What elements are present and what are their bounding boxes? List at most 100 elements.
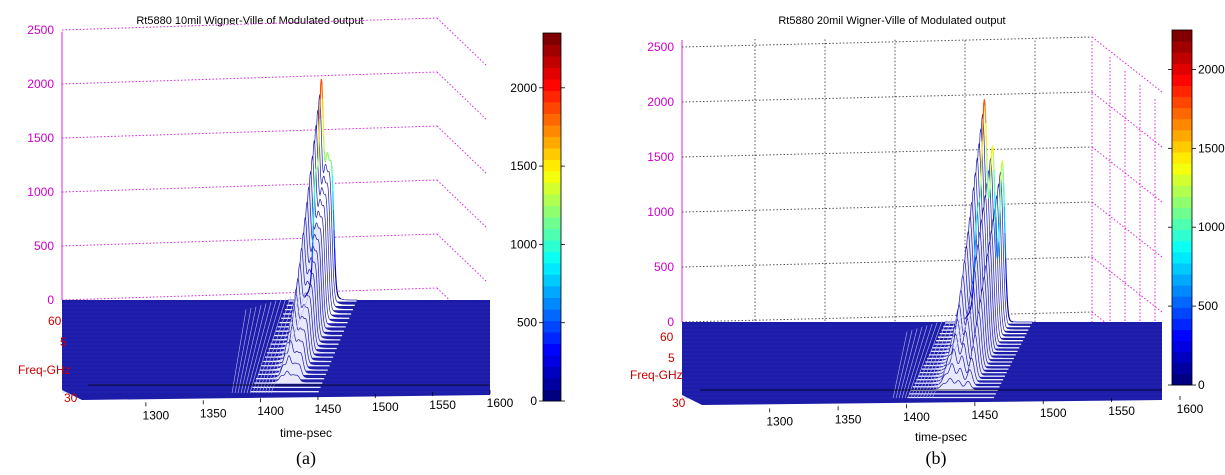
crest-segment [332, 191, 335, 211]
colorbar-swatch [543, 240, 561, 252]
chart-panel-a: Rt5880 10mil Wigner-Ville of Modulated o… [18, 15, 565, 469]
crest-segment [995, 238, 998, 253]
waterfall-slice [910, 377, 999, 392]
colorbar-swatch [543, 182, 561, 195]
colorbar-swatch [543, 44, 561, 57]
crest-segment [985, 145, 988, 170]
colorbar-swatch [543, 320, 561, 333]
crest-segment [319, 84, 322, 100]
chart-panel-b: Rt5880 20mil Wigner-Ville of Modulated o… [630, 15, 1225, 469]
y-axis-label: Freq-GHz [630, 368, 683, 382]
colorbar-swatch [543, 159, 561, 172]
x-tick-label: 1550 [429, 398, 456, 412]
z-tick-label: 2000 [647, 95, 674, 109]
crest-segment [982, 104, 985, 120]
grid [61, 17, 488, 337]
wake-line [925, 314, 963, 399]
crest-segment [1002, 167, 1005, 184]
wake-line [916, 319, 948, 399]
colorbar-swatch [1172, 373, 1192, 386]
colorbar: 0 500 1000 1500 2000 [510, 32, 565, 408]
wake-line [255, 297, 287, 394]
x-tick-label: 1450 [315, 402, 342, 416]
waterfall-slice [253, 370, 324, 385]
crest-segment [322, 117, 325, 137]
crest-segment [987, 188, 990, 199]
colorbar-swatch [1172, 229, 1192, 242]
colorbar-swatch [1172, 41, 1192, 53]
freq-tick-label: 30 [672, 396, 686, 410]
crest-segment [1004, 232, 1007, 258]
crest-segment [994, 216, 997, 239]
colorbar-tick-label: 500 [1198, 299, 1218, 313]
crest-segment [328, 158, 330, 161]
x-tick-label: 1500 [1040, 406, 1067, 420]
grid-line [436, 71, 488, 121]
colorbar-swatch [1172, 207, 1192, 220]
crest-segment [968, 311, 970, 314]
colorbar-swatch [1172, 118, 1192, 131]
x-tick-label: 1400 [903, 410, 930, 424]
colorbar-swatch [1172, 240, 1192, 253]
crest-segment [324, 158, 327, 162]
crest-segment [971, 291, 974, 300]
grid-line [436, 233, 488, 283]
wake-line [231, 309, 247, 394]
colorbar-swatch [543, 297, 561, 310]
colorbar-swatch [543, 194, 561, 206]
wake-line [267, 291, 307, 394]
colorbar-swatch [1172, 152, 1192, 164]
panel-label-a: (a) [296, 448, 316, 469]
crest-segment [976, 207, 979, 215]
crest-segment [304, 295, 306, 298]
wake-line [240, 304, 262, 394]
colorbar-tick-label: 2000 [1198, 62, 1225, 76]
crest-segment [967, 313, 970, 316]
crest-segment [965, 316, 968, 318]
crest-segment [964, 317, 967, 319]
crest-segment [321, 98, 324, 118]
waterfall-slice [906, 396, 995, 399]
wake-line [907, 323, 933, 399]
colorbar-swatch [543, 148, 561, 160]
wake-line [904, 325, 928, 399]
grid-line [1091, 146, 1163, 203]
crest-segment [966, 315, 968, 318]
wake-line [243, 303, 267, 394]
colorbar-swatch [543, 343, 561, 356]
colorbar-swatch [543, 286, 561, 298]
crest-segment [985, 122, 988, 147]
crest-segment [304, 295, 307, 297]
crest-segment [980, 162, 983, 182]
crest-segment [973, 255, 976, 270]
wake-line [931, 311, 973, 399]
crest-segment [305, 294, 307, 297]
crest-segment [323, 151, 326, 160]
crest-segment [988, 188, 991, 199]
crest-segment [320, 79, 323, 85]
crest-segment [1007, 306, 1009, 314]
crest-segment [1006, 295, 1009, 307]
wake-line [898, 328, 918, 399]
chart-title: Rt5880 20mil Wigner-Ville of Modulated o… [778, 15, 1005, 27]
wake-line [234, 307, 252, 394]
x-tick-label: 1500 [372, 400, 399, 414]
crest-segment [309, 276, 312, 282]
crest-segment [974, 240, 977, 256]
crest-segment [327, 152, 329, 156]
x-tick-label: 1600 [487, 396, 514, 410]
grid-line [681, 256, 1093, 268]
crest-segment [303, 296, 306, 298]
crest-segment [331, 176, 334, 192]
colorbar-tick-label: 0 [530, 394, 537, 408]
grid-line [61, 233, 438, 247]
crest-segment [333, 229, 336, 249]
colorbar-swatch [1172, 85, 1192, 98]
x-tick-label: 1550 [1108, 404, 1135, 418]
crest-segment [311, 242, 314, 257]
colorbar-swatch [543, 113, 561, 126]
colorbar-swatch [1172, 218, 1192, 231]
crest-segment [989, 158, 992, 175]
crest-segment [968, 310, 971, 313]
colorbar-swatch [1172, 285, 1192, 297]
